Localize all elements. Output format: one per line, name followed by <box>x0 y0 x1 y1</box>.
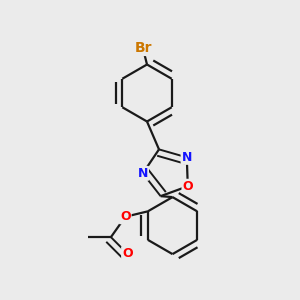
Text: O: O <box>182 180 193 193</box>
Text: Br: Br <box>135 41 153 55</box>
Text: N: N <box>138 167 148 180</box>
Text: O: O <box>120 210 130 223</box>
Text: N: N <box>182 151 192 164</box>
Text: O: O <box>122 247 133 260</box>
